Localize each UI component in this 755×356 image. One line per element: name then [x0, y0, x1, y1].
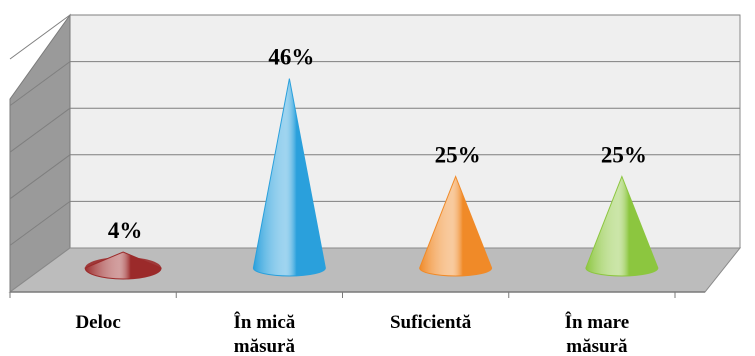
cone-body	[419, 175, 493, 277]
gridline-side	[9, 61, 71, 107]
gridlines	[9, 14, 740, 246]
cone-body	[252, 78, 326, 277]
category-label: Deloc	[75, 312, 120, 333]
category-axis: Deloc În mică măsură Suficientă În mare măsur…	[75, 311, 629, 356]
gridline-side	[9, 200, 71, 246]
category-label: Suficientă	[390, 312, 472, 333]
chart-floor	[8, 247, 742, 298]
data-label: 46%	[268, 45, 314, 70]
cone-3	[585, 175, 659, 277]
cone-body	[84, 251, 162, 280]
cone-series	[84, 78, 659, 280]
side-wall	[9, 13, 71, 293]
data-labels: 4% 46% 25% 25%	[108, 45, 647, 243]
data-label: 25%	[601, 143, 647, 168]
chart-walls	[9, 13, 741, 293]
data-label: 4%	[108, 218, 143, 243]
back-wall	[69, 14, 741, 249]
gridline-side	[9, 154, 71, 200]
cone-2	[419, 175, 493, 277]
cone-1	[252, 78, 326, 277]
cone-body	[585, 175, 659, 277]
gridline-side	[9, 14, 71, 60]
category-label: În mică măsură	[234, 311, 296, 356]
data-label: 25%	[435, 143, 481, 168]
gridline-side	[9, 107, 71, 153]
category-label: În mare măsură	[565, 311, 630, 356]
cone-0	[84, 251, 162, 280]
